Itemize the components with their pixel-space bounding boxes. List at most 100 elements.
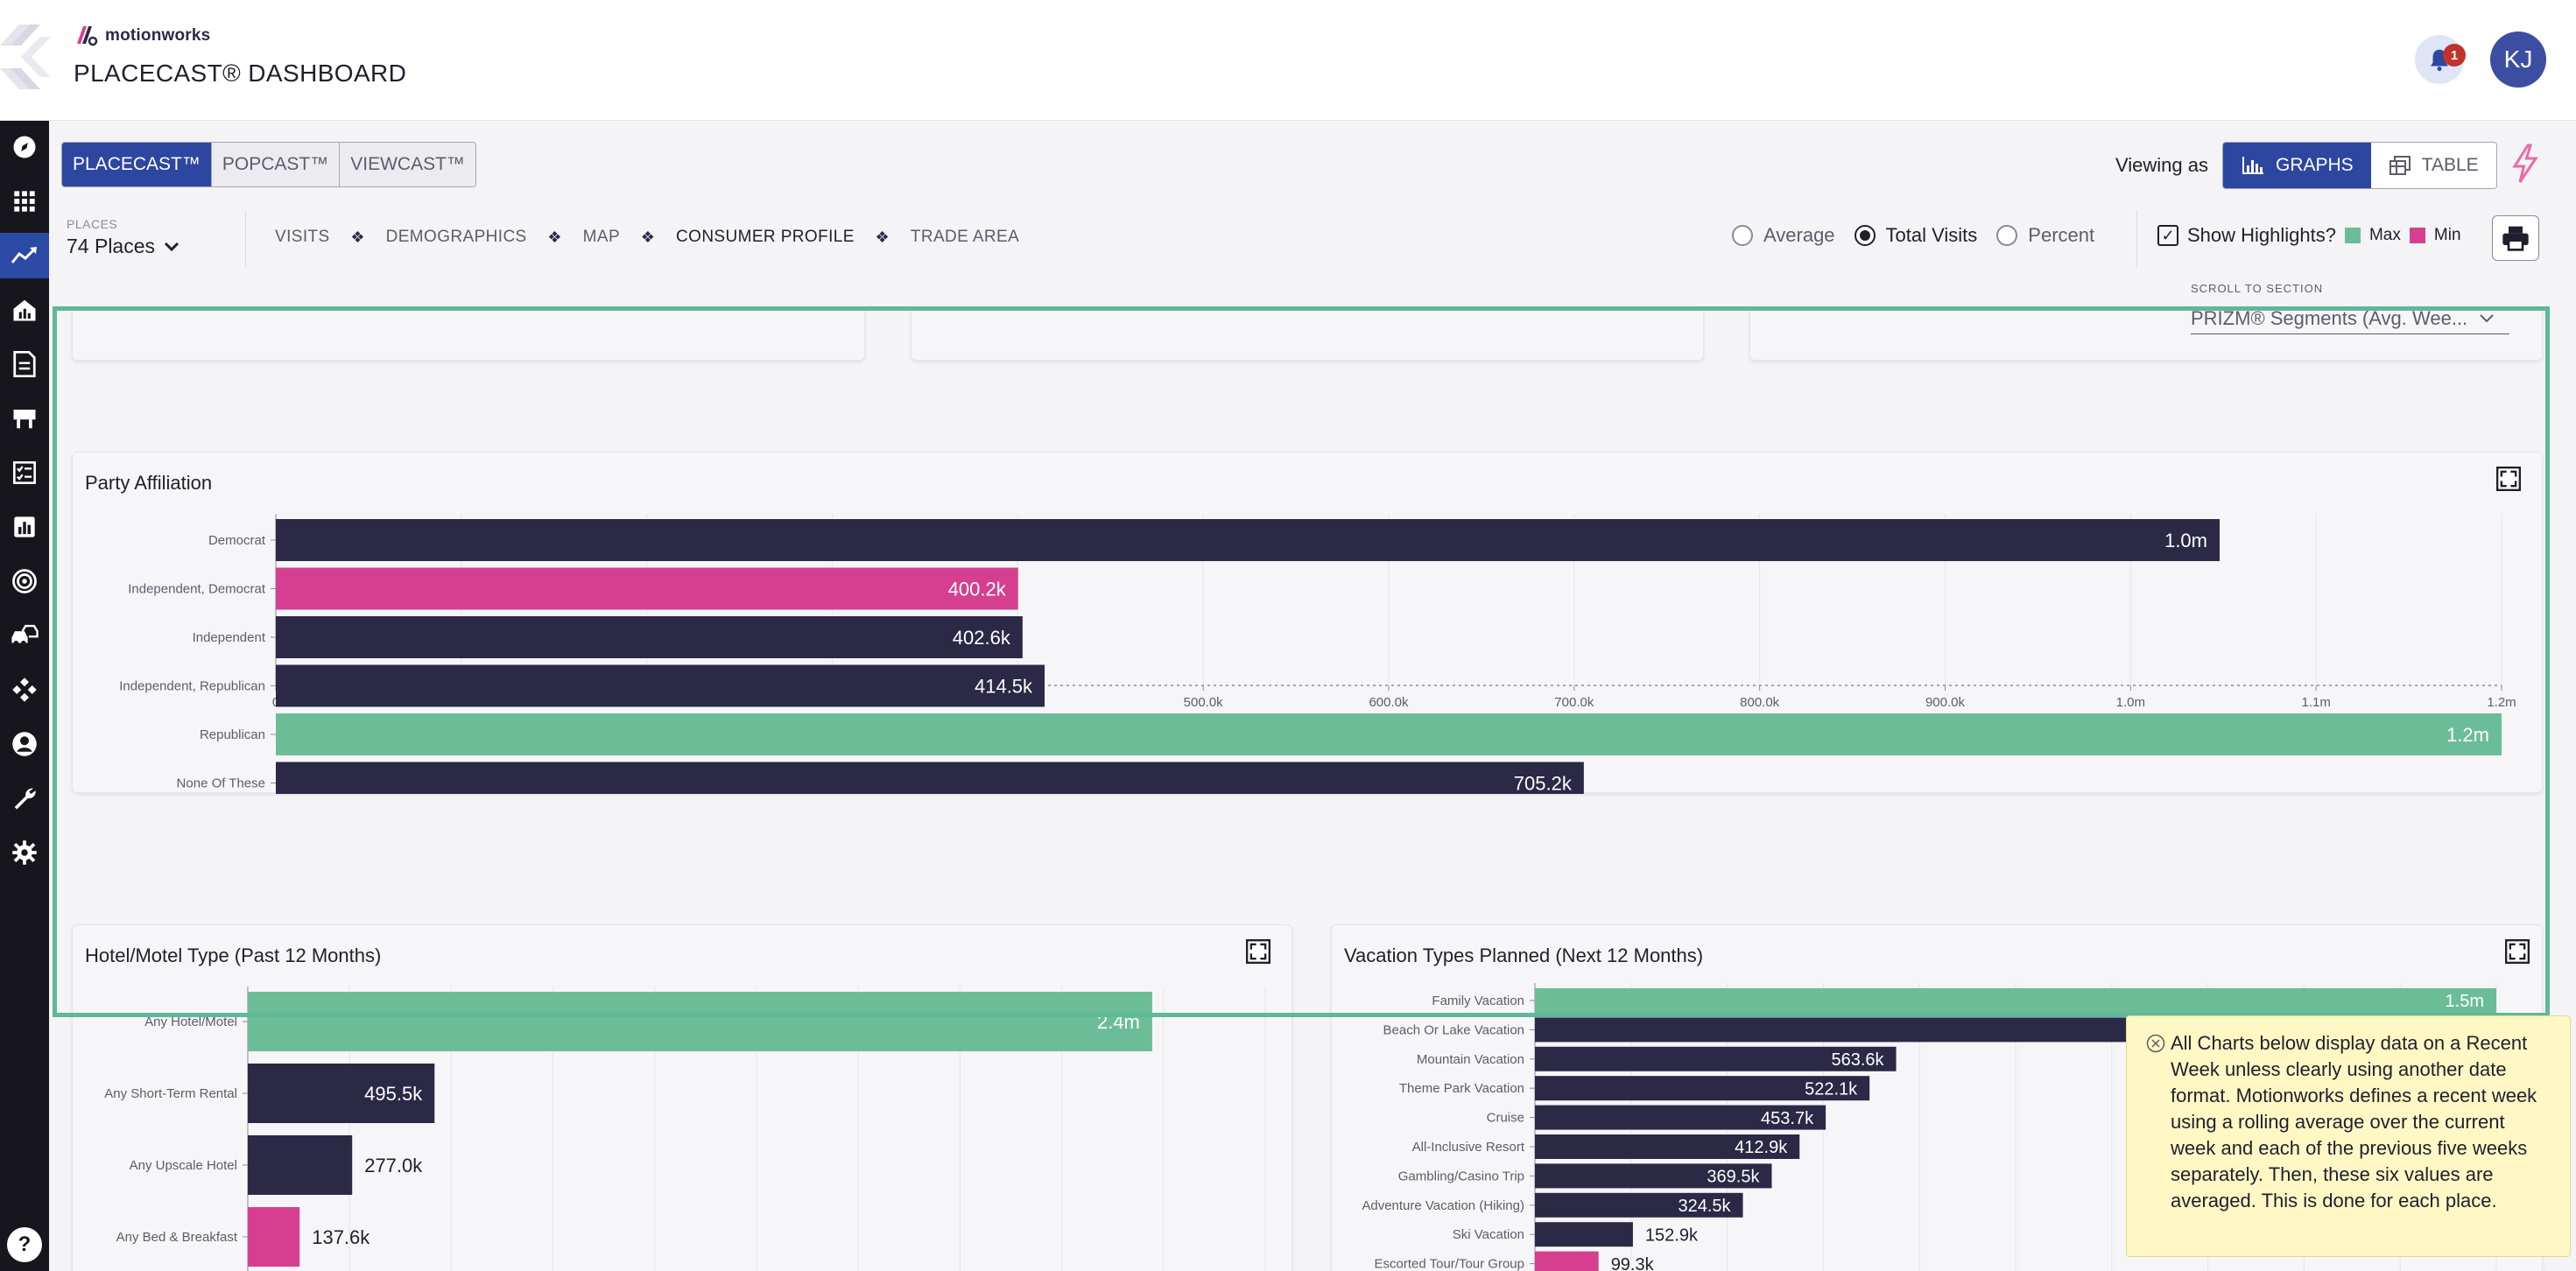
- user-icon: [12, 732, 37, 756]
- bar-value-label: 369.5k: [1707, 1168, 1760, 1187]
- trend-icon: [11, 247, 37, 263]
- bar: [248, 1135, 353, 1195]
- close-icon[interactable]: [2146, 1034, 2165, 1053]
- home-chart-icon: [13, 299, 36, 321]
- table-icon: [2389, 156, 2411, 175]
- sidebar-item-billboards[interactable]: [0, 396, 49, 441]
- category-label: Family Vacation: [1432, 994, 1524, 1008]
- scroll-to-section-label: SCROLL TO SECTION: [2191, 282, 2324, 295]
- bar: [1535, 988, 2496, 1013]
- bar: [1535, 1251, 1599, 1271]
- lightning-icon[interactable]: [2509, 144, 2541, 184]
- bar: [1535, 1105, 1826, 1130]
- category-label: Theme Park Vacation: [1399, 1081, 1524, 1096]
- category-label: Independent: [193, 630, 266, 645]
- avatar[interactable]: KJ: [2490, 32, 2546, 88]
- tab-popcast[interactable]: POPCAST™: [211, 143, 341, 186]
- tab-separator-icon: ❖: [640, 228, 656, 246]
- bar: [1535, 1134, 1800, 1159]
- legend-min: Min: [2433, 226, 2461, 244]
- sidebar-item-reports[interactable]: [0, 341, 49, 387]
- motionworks-logo[interactable]: motionworks: [72, 23, 210, 49]
- tab-separator-icon: ❖: [350, 228, 365, 246]
- tab-consumer-profile[interactable]: CONSUMER PROFILE: [676, 228, 855, 246]
- sidebar-item-settings[interactable]: [0, 830, 49, 875]
- x-tick-label: 1.0m: [2116, 695, 2145, 710]
- min-swatch: [2409, 228, 2425, 243]
- sidebar-item-traffic[interactable]: [0, 613, 49, 658]
- report-icon: [13, 351, 36, 377]
- scroll-select-value: PRIZM® Segments (Avg. Wee...: [2191, 306, 2468, 329]
- sidebar-item-tools[interactable]: [0, 776, 49, 821]
- notifications-button[interactable]: 1: [2415, 35, 2466, 84]
- bar-value-label: 495.5k: [364, 1083, 423, 1105]
- logo-text: motionworks: [105, 26, 211, 45]
- help-button[interactable]: ?: [7, 1227, 42, 1262]
- category-label: Independent, Democrat: [128, 582, 266, 597]
- radio-dot: [1996, 225, 2018, 246]
- chevron-down-icon: [2480, 313, 2494, 322]
- bar: [1535, 1046, 1897, 1071]
- sidebar-item-network[interactable]: [0, 667, 49, 713]
- tab-map[interactable]: MAP: [582, 228, 621, 246]
- bar-value-label: 414.5k: [975, 675, 1033, 697]
- places-label: PLACES: [67, 217, 118, 231]
- bar-value-label: 563.6k: [1831, 1050, 1884, 1070]
- sidebar-item-account[interactable]: [0, 721, 49, 767]
- bar-value-label: 453.7k: [1761, 1109, 1814, 1128]
- chevron-down-icon: [164, 242, 179, 251]
- category-label: Beach Or Lake Vacation: [1383, 1022, 1524, 1037]
- category-label: Independent, Republican: [119, 679, 265, 694]
- table-button[interactable]: TABLE: [2370, 143, 2496, 188]
- party-affiliation-card: Party Affiliation 0100.0k200.0k300.0k400…: [72, 452, 2543, 794]
- expand-icon[interactable]: [2505, 939, 2530, 964]
- network-icon: [12, 678, 37, 702]
- category-label: Mountain Vacation: [1417, 1052, 1524, 1067]
- metric-radio-group: Average Total Visits Percent: [1732, 224, 2094, 247]
- sidebar-item-analytics[interactable]: [0, 504, 49, 550]
- radio-dot: [1854, 225, 1876, 246]
- radio-total-visits[interactable]: Total Visits: [1854, 224, 1977, 247]
- x-tick-label: 700.0k: [1554, 695, 1594, 710]
- graphs-label: GRAPHS: [2276, 155, 2354, 175]
- places-dropdown[interactable]: 74 Places: [67, 235, 179, 258]
- sidebar-item-apps[interactable]: [0, 179, 49, 224]
- tab-trade-area[interactable]: TRADE AREA: [910, 228, 1020, 246]
- radio-percent[interactable]: Percent: [1996, 224, 2094, 247]
- sidebar-item-targeting[interactable]: [0, 558, 49, 604]
- graphs-button[interactable]: GRAPHS: [2223, 143, 2371, 188]
- expand-icon[interactable]: [1246, 939, 1270, 964]
- view-toggle: GRAPHS TABLE: [2222, 142, 2497, 189]
- viewing-as-label: Viewing as: [2115, 154, 2208, 176]
- tab-viewcast[interactable]: VIEWCAST™: [340, 143, 475, 186]
- checkbox[interactable]: ✓: [2157, 225, 2178, 246]
- bar-value-label: 400.2k: [948, 578, 1007, 600]
- radio-average[interactable]: Average: [1732, 224, 1835, 247]
- tab-visits[interactable]: VISITS: [275, 228, 330, 246]
- sidebar-item-explore[interactable]: [0, 124, 49, 170]
- bar: [248, 1064, 435, 1123]
- target-icon: [12, 569, 37, 593]
- sidebar-item-checklist[interactable]: [0, 450, 49, 495]
- section-tabs: VISITS ❖ DEMOGRAPHICS ❖ MAP ❖ CONSUMER P…: [275, 228, 1019, 247]
- sidebar-item-placecast[interactable]: [0, 233, 49, 278]
- bar: [276, 664, 1045, 707]
- expand-icon[interactable]: [2496, 467, 2521, 491]
- sidebar-item-places[interactable]: [0, 287, 49, 333]
- tab-separator-icon: ❖: [547, 228, 562, 246]
- print-button[interactable]: [2492, 215, 2539, 261]
- bar-value-label: 412.9k: [1735, 1138, 1788, 1157]
- bar-value-label: 522.1k: [1805, 1079, 1858, 1099]
- highlights-label: Show Highlights?: [2187, 224, 2336, 246]
- tab-demographics[interactable]: DEMOGRAPHICS: [385, 228, 527, 246]
- bar: [248, 1207, 300, 1267]
- bar-value-label: 324.5k: [1678, 1197, 1731, 1216]
- bar-value-label: 705.2k: [1514, 772, 1573, 794]
- compass-icon: [13, 136, 36, 158]
- summary-card: [72, 306, 865, 361]
- category-label: Gambling/Casino Trip: [1398, 1169, 1524, 1183]
- highlights-toggle[interactable]: ✓ Show Highlights? Max Min: [2157, 224, 2461, 247]
- bar: [276, 713, 2502, 755]
- tab-placecast[interactable]: PLACECAST™: [62, 143, 212, 186]
- scroll-to-section-select[interactable]: PRIZM® Segments (Avg. Wee...: [2191, 303, 2509, 334]
